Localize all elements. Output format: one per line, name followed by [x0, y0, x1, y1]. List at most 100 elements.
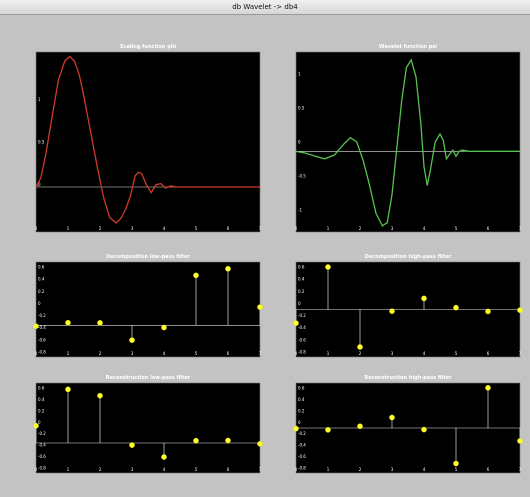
x-tick-label: 3 [131, 226, 134, 231]
x-tick-label: 6 [487, 226, 490, 231]
y-tick-label: 0.2 [38, 289, 45, 294]
filter-coefficient-marker [325, 264, 331, 270]
plot-title: Decomposition low-pass filter [106, 254, 190, 260]
window-title: db Wavelet -> db4 [232, 3, 298, 11]
x-tick-label: 2 [359, 351, 362, 356]
plot-area [36, 52, 260, 232]
y-tick-label: 0.2 [298, 289, 305, 294]
filter-coefficient-marker [161, 324, 167, 331]
y-tick-label: -0.6 [38, 337, 46, 342]
x-tick-label: 3 [391, 351, 394, 356]
x-tick-label: 2 [99, 467, 102, 472]
y-tick-label: 0 [38, 301, 41, 306]
filter-coefficient-marker [225, 265, 231, 272]
filter-coefficient-marker [389, 414, 395, 421]
filter-coefficient-marker [453, 460, 459, 467]
x-tick-label: 4 [423, 226, 426, 231]
x-tick-label: 5 [195, 467, 198, 472]
x-tick-label: 1 [67, 351, 70, 356]
y-tick-label: -0.8 [298, 466, 306, 471]
x-tick-label: 4 [163, 226, 166, 231]
filter-coefficient-marker [161, 454, 167, 460]
x-tick-label: 0 [35, 226, 38, 231]
y-tick-label: 0 [298, 301, 301, 306]
y-tick-label: -0.5 [298, 174, 306, 179]
x-tick-label: 7 [519, 226, 522, 231]
x-tick-label: 7 [519, 467, 522, 472]
plot-frame [295, 51, 521, 233]
plot-title: Wavelet function psi [379, 44, 437, 50]
filter-coefficient-marker [293, 425, 299, 432]
x-tick-label: 5 [455, 226, 458, 231]
y-tick-label: 0.4 [298, 277, 305, 282]
y-tick-label: -1 [298, 208, 302, 213]
filter-coefficient-marker [293, 320, 299, 326]
x-tick-label: 0 [295, 351, 298, 356]
x-tick-label: 6 [227, 351, 230, 356]
filter-coefficient-marker [33, 323, 39, 330]
y-tick-label: -0.2 [38, 431, 46, 436]
x-tick-label: 2 [99, 226, 102, 231]
x-tick-label: 2 [359, 226, 362, 231]
decomposition-high-pass-plot: Decomposition high-pass filter 0 1 2 3 4 5 6 7 0.… [293, 254, 523, 358]
x-tick-label: 5 [455, 467, 458, 472]
plot-frame [35, 51, 261, 233]
y-tick-label: -0.6 [298, 337, 306, 342]
plot-area [296, 52, 520, 232]
plot-area [36, 383, 260, 473]
filter-coefficient-marker [517, 307, 523, 313]
filter-coefficient-marker [325, 427, 331, 433]
plot-area [36, 262, 260, 357]
y-tick-label: 0.2 [38, 408, 45, 413]
filter-coefficient-marker [97, 392, 103, 399]
y-tick-label: -0.2 [298, 313, 306, 318]
x-tick-label: 2 [359, 467, 362, 472]
filter-coefficient-marker [257, 441, 263, 447]
y-tick-label: -0.4 [38, 443, 46, 448]
x-tick-label: 6 [227, 467, 230, 472]
y-tick-label: -0.8 [38, 466, 46, 471]
x-tick-label: 0 [295, 226, 298, 231]
filter-coefficient-marker [129, 337, 135, 343]
y-tick-label: 0.6 [38, 265, 45, 270]
y-tick-label: 0 [298, 140, 301, 145]
x-tick-label: 0 [35, 467, 38, 472]
x-tick-label: 7 [519, 351, 522, 356]
x-tick-label: 1 [327, 351, 330, 356]
x-tick-label: 1 [67, 226, 70, 231]
x-tick-label: 4 [423, 351, 426, 356]
y-tick-label: 0 [298, 420, 301, 425]
filter-coefficient-marker [517, 438, 523, 444]
y-tick-label: 0.6 [298, 265, 305, 270]
filter-coefficient-marker [33, 422, 39, 429]
x-tick-label: 1 [327, 226, 330, 231]
y-tick-label: -0.6 [38, 454, 46, 459]
filter-coefficient-marker [485, 384, 491, 391]
filter-coefficient-marker [65, 319, 71, 326]
y-tick-label: 0.6 [38, 386, 45, 391]
filter-coefficient-marker [357, 423, 363, 430]
y-tick-label: 0.2 [298, 408, 305, 413]
plot-title: Reconstruction low-pass filter [106, 375, 191, 381]
x-tick-label: 7 [259, 351, 262, 356]
x-tick-label: 1 [327, 467, 330, 472]
filter-coefficient-marker [97, 320, 103, 326]
filter-coefficient-marker [65, 386, 71, 393]
window-title-bar: db Wavelet -> db4 [0, 0, 530, 15]
x-tick-label: 1 [67, 467, 70, 472]
x-tick-label: 3 [391, 467, 394, 472]
x-tick-label: 3 [391, 226, 394, 231]
filter-coefficient-marker [453, 304, 459, 311]
reconstruction-high-pass-plot: Reconstruction high-pass filter 0 1 2 3 4 5 6 7 0… [293, 375, 523, 474]
x-tick-label: 6 [227, 226, 230, 231]
reconstruction-low-pass-plot: Reconstruction low-pass filter 0 1 2 3 4 5 6 7 0.… [33, 375, 263, 474]
filter-coefficient-marker [389, 308, 395, 314]
wavelet-function-plot: Wavelet function psi 0 1 2 3 4 5 6 7 1 0.5 0 -0.5 -1 [295, 44, 522, 233]
x-tick-label: 7 [259, 226, 262, 231]
x-tick-label: 2 [99, 351, 102, 356]
x-tick-label: 4 [163, 467, 166, 472]
filter-coefficient-marker [485, 308, 491, 315]
y-tick-label: 0.5 [298, 106, 305, 111]
y-tick-label: 1 [38, 97, 41, 102]
y-tick-label: -0.4 [298, 325, 306, 330]
